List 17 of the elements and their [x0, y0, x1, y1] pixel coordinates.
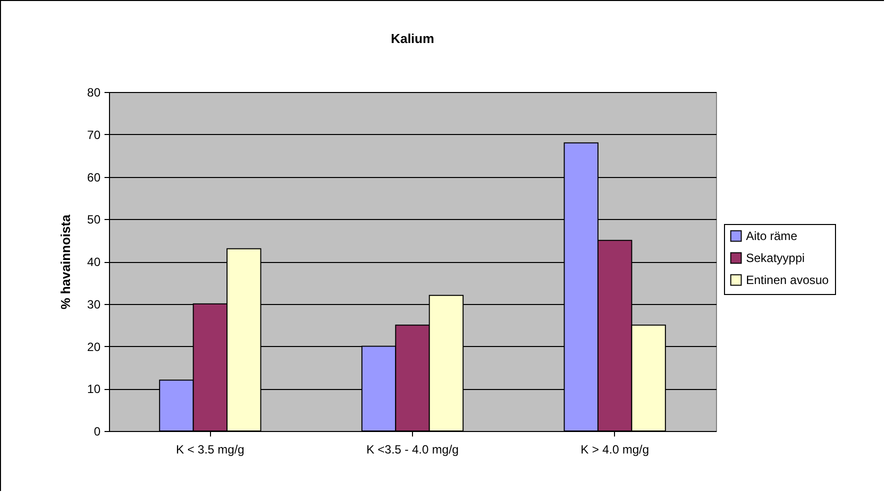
y-tick-label: 50 [87, 212, 101, 227]
y-tick-label: 70 [87, 128, 101, 142]
x-tick-label: K <3.5 - 4.0 mg/g [366, 442, 459, 456]
legend-label: Entinen avosuo [746, 273, 830, 287]
x-tick-label: K < 3.5 mg/g [176, 442, 244, 456]
legend-label: Aito räme [746, 229, 798, 243]
y-tick-label: 30 [87, 297, 101, 312]
y-tick-label: 0 [94, 424, 101, 438]
y-tick-label: 60 [87, 170, 101, 184]
y-tick-label: 40 [87, 255, 101, 269]
x-tick-label: K > 4.0 mg/g [580, 442, 650, 456]
y-tick-label: 10 [87, 382, 101, 396]
chart-title: Kalium [390, 31, 434, 46]
y-tick-label: 20 [87, 340, 101, 354]
y-axis-title: % havainnoista [58, 214, 74, 310]
legend-label: Sekatyyppi [746, 251, 805, 265]
y-tick-label: 80 [87, 86, 101, 100]
